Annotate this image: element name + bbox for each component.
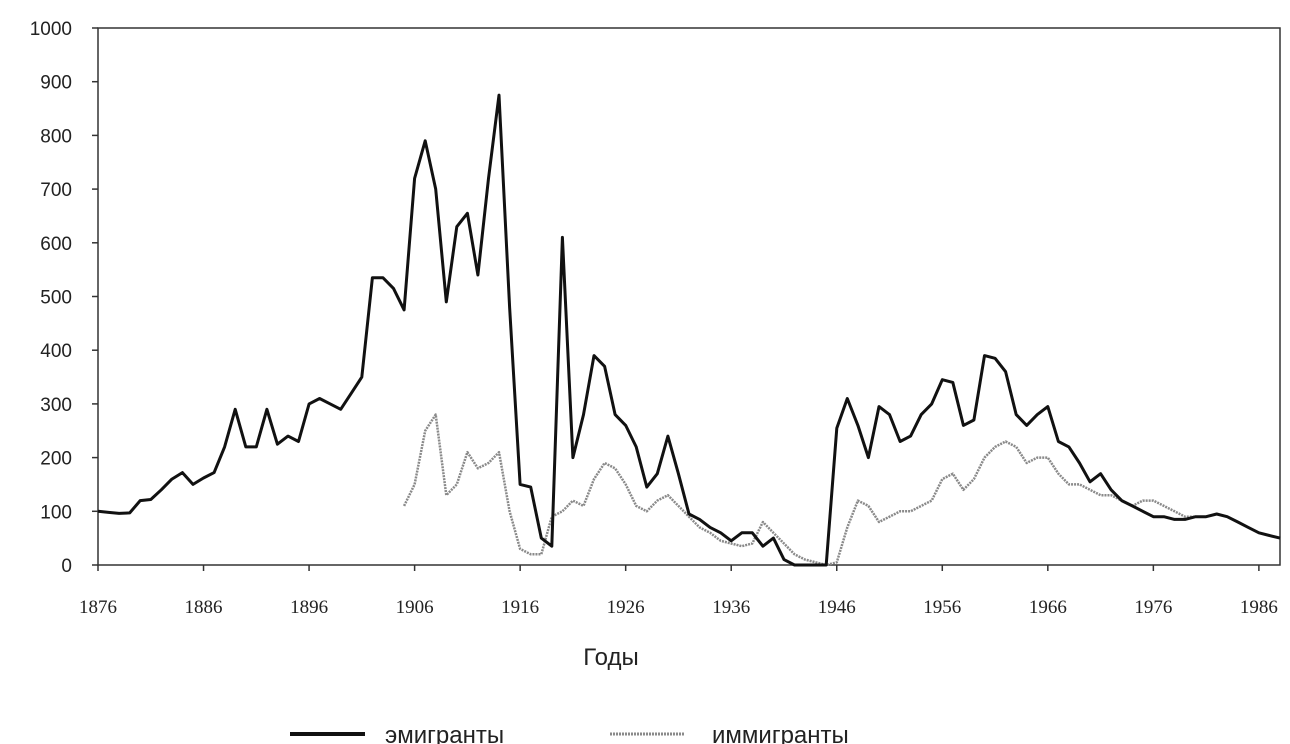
x-tick-label: 1986 xyxy=(1240,597,1278,618)
x-axis: 1876 1886 1896 1906 1916 1926 1936 1946 1956 1966… xyxy=(79,565,1278,618)
y-tick-label: 300 xyxy=(40,395,72,416)
x-tick-label: 1976 xyxy=(1134,597,1172,618)
y-tick-label: 100 xyxy=(40,502,72,523)
x-tick-label: 1906 xyxy=(396,597,434,618)
x-tick-label: 1966 xyxy=(1029,597,1067,618)
y-tick-label: 0 xyxy=(61,556,72,577)
legend-label-immigrants: иммигранты xyxy=(712,722,849,744)
x-axis-title: Годы xyxy=(583,644,638,671)
x-tick-label: 1956 xyxy=(923,597,961,618)
y-tick-label: 600 xyxy=(40,234,72,255)
legend-label-emigrants: эмигранты xyxy=(385,722,504,744)
x-tick-label: 1936 xyxy=(712,597,750,618)
y-tick-label: 700 xyxy=(40,180,72,201)
x-tick-label: 1876 xyxy=(79,597,117,618)
y-tick-label: 500 xyxy=(40,288,72,309)
x-tick-label: 1916 xyxy=(501,597,539,618)
series-layer xyxy=(97,93,1281,567)
emigrants-line xyxy=(97,93,1281,567)
y-tick-label: 400 xyxy=(40,341,72,362)
plot-area-frame xyxy=(97,27,1281,566)
x-tick-label: 1926 xyxy=(607,597,645,618)
legend: эмигранты иммигранты xyxy=(290,722,849,744)
x-tick-label: 1946 xyxy=(818,597,856,618)
y-tick-label: 800 xyxy=(40,126,72,147)
x-tick-label: 1886 xyxy=(185,597,223,618)
immigrants-line xyxy=(402,413,1196,567)
y-tick-label: 900 xyxy=(40,73,72,94)
y-tick-label: 200 xyxy=(40,449,72,470)
x-tick-label: 1896 xyxy=(290,597,328,618)
y-axis: 0 100 200 300 400 500 600 700 800 900 1000 xyxy=(30,19,98,577)
y-tick-label: 1000 xyxy=(30,19,72,40)
